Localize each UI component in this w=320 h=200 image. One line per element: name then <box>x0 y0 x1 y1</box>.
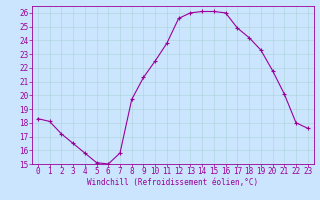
X-axis label: Windchill (Refroidissement éolien,°C): Windchill (Refroidissement éolien,°C) <box>87 178 258 187</box>
